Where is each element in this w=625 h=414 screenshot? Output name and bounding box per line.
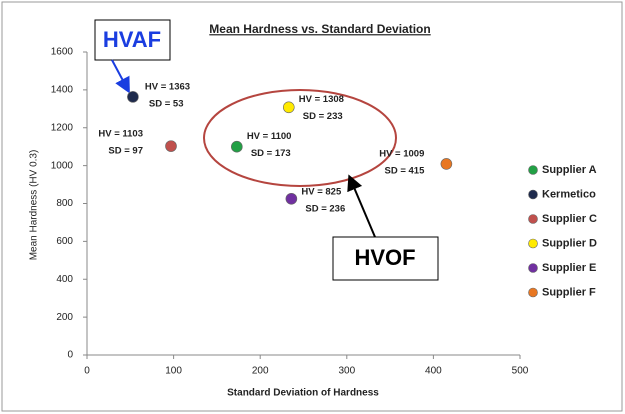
x-tick-label: 100 [165, 366, 182, 377]
legend-marker [528, 287, 538, 298]
hvof-box [332, 236, 439, 281]
chart-title: Mean Hardness vs. Standard Deviation [209, 22, 430, 36]
legend-label: Supplier C [542, 213, 597, 225]
legend-marker [528, 165, 538, 175]
hvof-arrow [347, 174, 376, 238]
y-tick-label: 600 [56, 236, 73, 247]
legend-marker [528, 238, 538, 249]
point [165, 140, 177, 152]
x-value-label: SD = 236 [305, 203, 345, 214]
y-tick-label: 0 [67, 350, 73, 361]
hvaf-arrow [111, 59, 130, 94]
y-tick-label: 400 [56, 274, 73, 285]
x-tick-label: 200 [252, 366, 269, 377]
y-tick-label: 1000 [51, 160, 74, 171]
value-label: HV = 1100 [247, 131, 292, 142]
value-label: HV = 1308 [299, 94, 344, 105]
value-label: HV = 1103 [98, 129, 143, 140]
x-axis-label: Standard Deviation of Hardness [227, 388, 379, 399]
point [231, 140, 243, 153]
point [127, 91, 139, 103]
legend-label: Supplier E [542, 262, 596, 274]
x-value-label: SD = 233 [303, 111, 343, 122]
point [282, 101, 295, 114]
hvof-ellipse [203, 89, 397, 187]
y-axis-label: Mean Hardness (HV 0.3) [29, 150, 40, 261]
y-tick-label: 800 [56, 198, 73, 209]
legend-marker [528, 263, 538, 273]
legend-label: Supplier F [542, 286, 596, 298]
y-tick-label: 200 [56, 312, 73, 323]
value-label: HV = 1009 [379, 148, 424, 159]
x-value-label: SD = 53 [149, 98, 184, 109]
value-label: HV = 825 [301, 186, 342, 197]
x-tick-label: 400 [425, 366, 442, 377]
legend-label: Supplier A [542, 164, 597, 176]
point [440, 158, 453, 170]
y-tick-label: 1200 [51, 122, 74, 133]
x-tick-label: 500 [512, 366, 529, 377]
point [285, 192, 298, 205]
y-tick-label: 1600 [51, 47, 74, 58]
value-label: HV = 1363 [145, 81, 190, 92]
x-tick-label: 0 [84, 366, 90, 377]
y-tick-label: 1400 [51, 85, 74, 96]
legend-marker [528, 214, 538, 224]
legend-label: Kermetico [542, 188, 596, 200]
x-value-label: SD = 97 [108, 146, 143, 157]
legend-label: Supplier D [542, 237, 597, 249]
hvaf-box [94, 19, 171, 61]
x-value-label: SD = 173 [251, 148, 291, 159]
x-value-label: SD = 415 [385, 165, 426, 176]
legend-marker [528, 189, 538, 200]
hvof-label: HVOF [354, 245, 415, 270]
x-tick-label: 300 [338, 366, 355, 377]
hvaf-label: HVAF [103, 27, 161, 52]
